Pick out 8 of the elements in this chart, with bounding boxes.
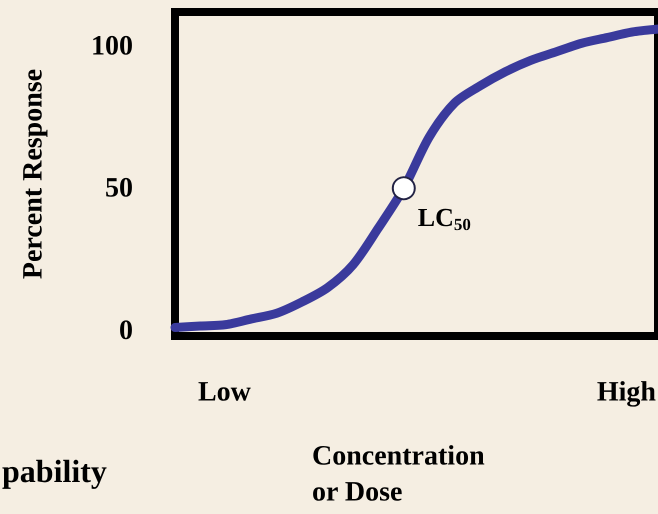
text: pability xyxy=(2,453,107,489)
y-tick-label: 50 xyxy=(105,172,133,204)
text: High xyxy=(596,376,656,408)
y-tick-label: 100 xyxy=(91,30,133,62)
y-axis-title: Percent Response xyxy=(18,68,48,280)
text: Low xyxy=(198,376,252,408)
x-axis-title: Concentration or Dose xyxy=(312,440,486,508)
y-tick-label: 0 xyxy=(119,314,133,346)
